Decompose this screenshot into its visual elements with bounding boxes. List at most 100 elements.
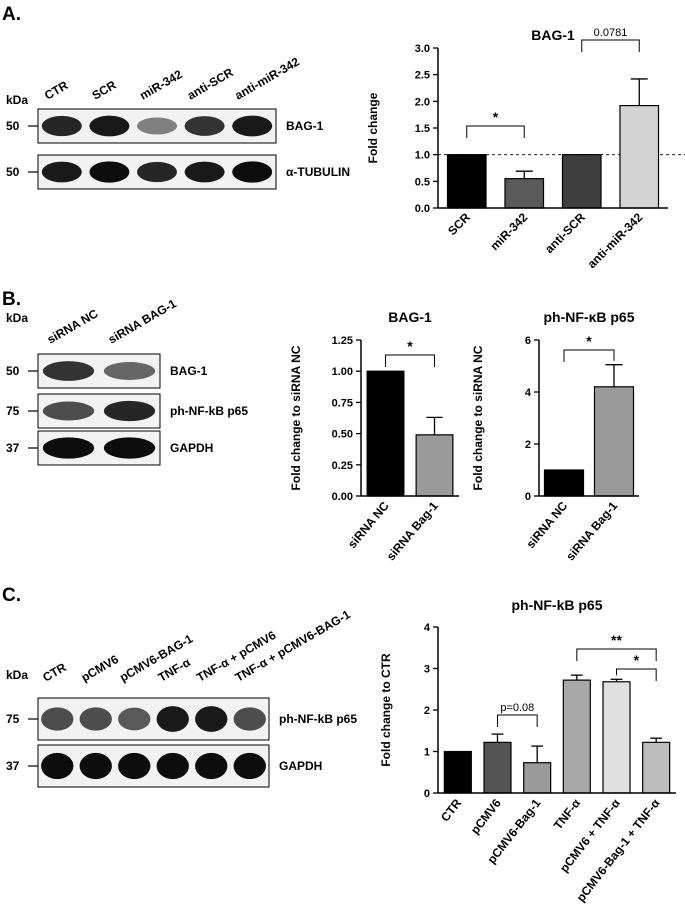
chart-B2-category-label: siRNA NC [523,499,570,551]
chart-B1-significance-label: * [407,338,413,354]
chart-B1-ytick-label: 0.75 [332,397,353,409]
chart-B2-bar [593,386,635,497]
chart-A-ytick-label: 2.0 [415,96,430,108]
blot-b-band [42,361,95,381]
chart-A-title: BAG-1 [531,27,575,43]
blot-b-marker: 50 [6,364,20,378]
chart-B1-ytick-label: 1.00 [332,366,353,378]
chart-A-category-label: anti-miR-342 [585,210,646,271]
chart-A-ytick-label: 1.5 [415,123,430,135]
blot-a-protein-label: α-TUBULIN [286,165,350,179]
blot-c-band [156,706,189,732]
chart-A-significance-bracket [581,39,640,52]
chart-A-ytick-label: 1.0 [415,150,430,162]
blot-c-blot-strip [37,744,270,788]
blot-c-marker: 75 [6,712,20,726]
blot-a-band [89,115,130,137]
blot-c-band [156,752,189,780]
panel-a-letter: A. [2,4,21,25]
blot-b-kda-label: kDa [6,311,28,325]
chart-B2-ytick-label: 2 [525,439,531,451]
blot-a-lane-label: anti-SCR [185,65,236,103]
blot-a-band [89,161,130,183]
blot-a-marker: 50 [6,119,20,133]
blot-b-band [103,437,156,459]
chart-C-category-label: TNF-α [551,796,584,832]
chart-C-ytick-label: 3 [424,664,430,676]
chart-B2-ytick-label: 6 [525,335,531,347]
chart-B1-ytick-label: 0.25 [332,460,353,472]
chart-B2-ytick-label: 4 [525,387,532,399]
chart-C-category-label: pCMV6 [468,796,504,837]
blot-c-band [233,707,266,731]
blot-c-band [195,752,228,780]
blot-c-band [233,752,266,780]
bar-chart-a: BAG-1 0.0 0.5 1.0 1.5 2.0 2.5 3.0 Fold change SCR… [366,27,685,271]
chart-C-category-label: CTR [438,796,464,824]
chart-B1-bar [415,434,454,497]
chart-C-title: ph-NF-kB p65 [512,597,603,613]
chart-B1-category-label: siRNA NC [345,499,392,551]
chart-C-ytick-label: 0 [424,788,430,800]
chart-A-ytick-label: 0.5 [415,176,430,188]
western-blot-b: siRNA NC siRNA BAG-1 kDa 50 BAG-1 75 ph-NF-kB … [6,296,248,466]
blot-c-band [41,752,74,780]
blot-a-kda-label: kDa [6,93,28,107]
blot-a-lane-label: anti-miR-342 [232,54,302,102]
chart-A-significance-label: 0.0781 [594,27,628,39]
blot-a-band [41,115,82,137]
chart-B1-ytick-label: 0.50 [332,429,353,441]
blot-b-band [103,362,156,380]
chart-C-significance-bracket [616,668,657,681]
chart-A-ytick-label: 3.0 [415,43,430,55]
chart-B2-significance-bracket [563,349,615,362]
chart-C-bar [483,741,512,794]
chart-A-ytick-label: 2.5 [415,70,430,82]
blot-c-protein-label: GAPDH [279,759,322,773]
blot-a-band [137,117,177,135]
chart-C-ytick-label: 2 [424,705,430,717]
blot-a-band [232,115,273,137]
chart-A-bar [561,154,602,209]
chart-B2-bar [543,469,585,497]
blot-b-band [42,437,95,459]
chart-B2-significance-label: * [586,333,592,349]
chart-B2-category-label: siRNA Bag-1 [563,499,620,564]
chart-B1-ylabel: Fold change to siRNA NC [289,345,303,490]
bar-chart-c: ph-NF-kB p65 0 1 2 3 4 Fold change to CTR CTR pC… [379,597,676,904]
chart-C-ytick-label: 1 [424,747,430,759]
blot-a-lane-label: CTR [42,78,71,103]
chart-A-ylabel: Fold change [366,92,380,163]
blot-a-band [184,161,225,183]
blot-a-lane-label: miR-342 [137,67,185,103]
chart-B2-ylabel: Fold change to siRNA NC [471,345,485,490]
chart-B1-ytick-label: 0.00 [332,491,353,503]
blot-c-band [79,707,112,731]
panel-c-letter: C. [2,585,21,606]
bar-chart-b-nfkb: ph-NF-κB p65 0 2 4 6 Fold change to siRNA NC s… [471,309,639,563]
chart-C-significance-label: p=0.08 [500,702,534,714]
blot-c-band [118,752,151,780]
blot-c-protein-label: ph-NF-kB p65 [279,712,357,726]
panel-b-letter: B. [2,289,21,310]
chart-C-significance-bracket [576,648,657,661]
blot-c-band [118,707,151,731]
chart-A-category-label: miR-342 [487,210,530,253]
blot-c-band [195,706,228,732]
chart-A-ytick-label: 0.0 [415,203,430,215]
blot-b-marker: 37 [6,441,20,455]
chart-A-bar [619,104,660,209]
blot-a-band [232,161,273,183]
blot-c-kda-label: kDa [6,668,28,682]
blot-c-band [79,752,112,780]
chart-C-ylabel: Fold change to CTR [379,653,393,767]
chart-A-significance-bracket [466,125,525,138]
blot-c-band [41,707,74,731]
blot-a-marker: 50 [6,165,20,179]
blot-b-lane-label: siRNA NC [45,306,101,346]
blot-b-protein-label: GAPDH [170,441,213,455]
chart-C-significance-label: ** [611,632,622,648]
chart-B1-significance-bracket [385,354,435,367]
